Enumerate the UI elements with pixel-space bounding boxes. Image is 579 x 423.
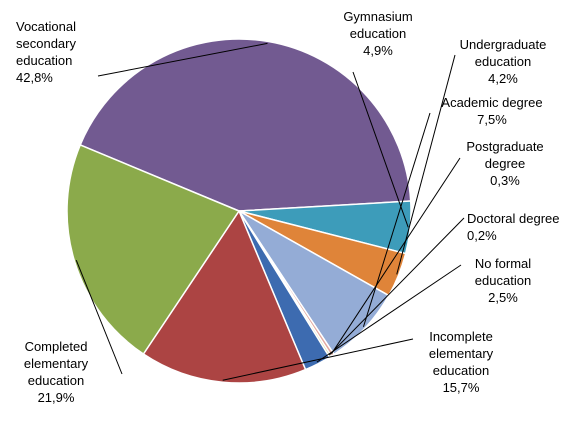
slice-label-6: Doctoral degree 0,2% xyxy=(467,211,560,243)
leader-line-5 xyxy=(331,157,461,354)
slice-label-1: Vocational secondary education 42,8% xyxy=(16,19,76,85)
slice-value-4: 7,5% xyxy=(477,112,507,127)
slice-label-9: Completed elementary education 21,9% xyxy=(24,339,89,405)
slice-value-7: 2,5% xyxy=(488,290,518,305)
pie-slice-9 xyxy=(66,144,240,355)
slice-label-4: Academic degree 7,5% xyxy=(441,95,542,127)
pie-slice-1 xyxy=(79,38,412,212)
leader-line-7 xyxy=(316,264,462,363)
slice-value-9: 21,9% xyxy=(38,390,75,405)
leader-line-4 xyxy=(362,112,431,327)
slice-value-2: 4,9% xyxy=(363,43,393,58)
slice-label-3: Undergraduate education 4,2% xyxy=(460,37,547,86)
slice-label-7: No formal education 2,5% xyxy=(475,256,531,305)
slice-label-2: Gymnasium education 4,9% xyxy=(343,9,412,58)
slice-value-5: 0,3% xyxy=(490,173,520,188)
leader-lines xyxy=(75,42,465,381)
leader-line-8 xyxy=(222,338,414,381)
slice-value-3: 4,2% xyxy=(488,71,518,86)
slice-value-6: 0,2% xyxy=(467,228,497,243)
slice-label-5: Postgraduate degree 0,3% xyxy=(466,139,543,188)
slice-labels: Vocational secondary education 42,8% Gymnasi… xyxy=(16,9,560,405)
leader-line-6 xyxy=(329,217,465,356)
slice-value-8: 15,7% xyxy=(443,380,480,395)
slice-label-8: Incomplete elementary education 15,7% xyxy=(429,329,494,395)
slice-value-1: 42,8% xyxy=(16,70,53,85)
leader-line-2 xyxy=(352,71,409,228)
leader-line-1 xyxy=(97,42,268,77)
pie-slice-8 xyxy=(142,210,307,384)
leader-line-9 xyxy=(75,260,123,375)
leader-line-3 xyxy=(396,54,456,275)
